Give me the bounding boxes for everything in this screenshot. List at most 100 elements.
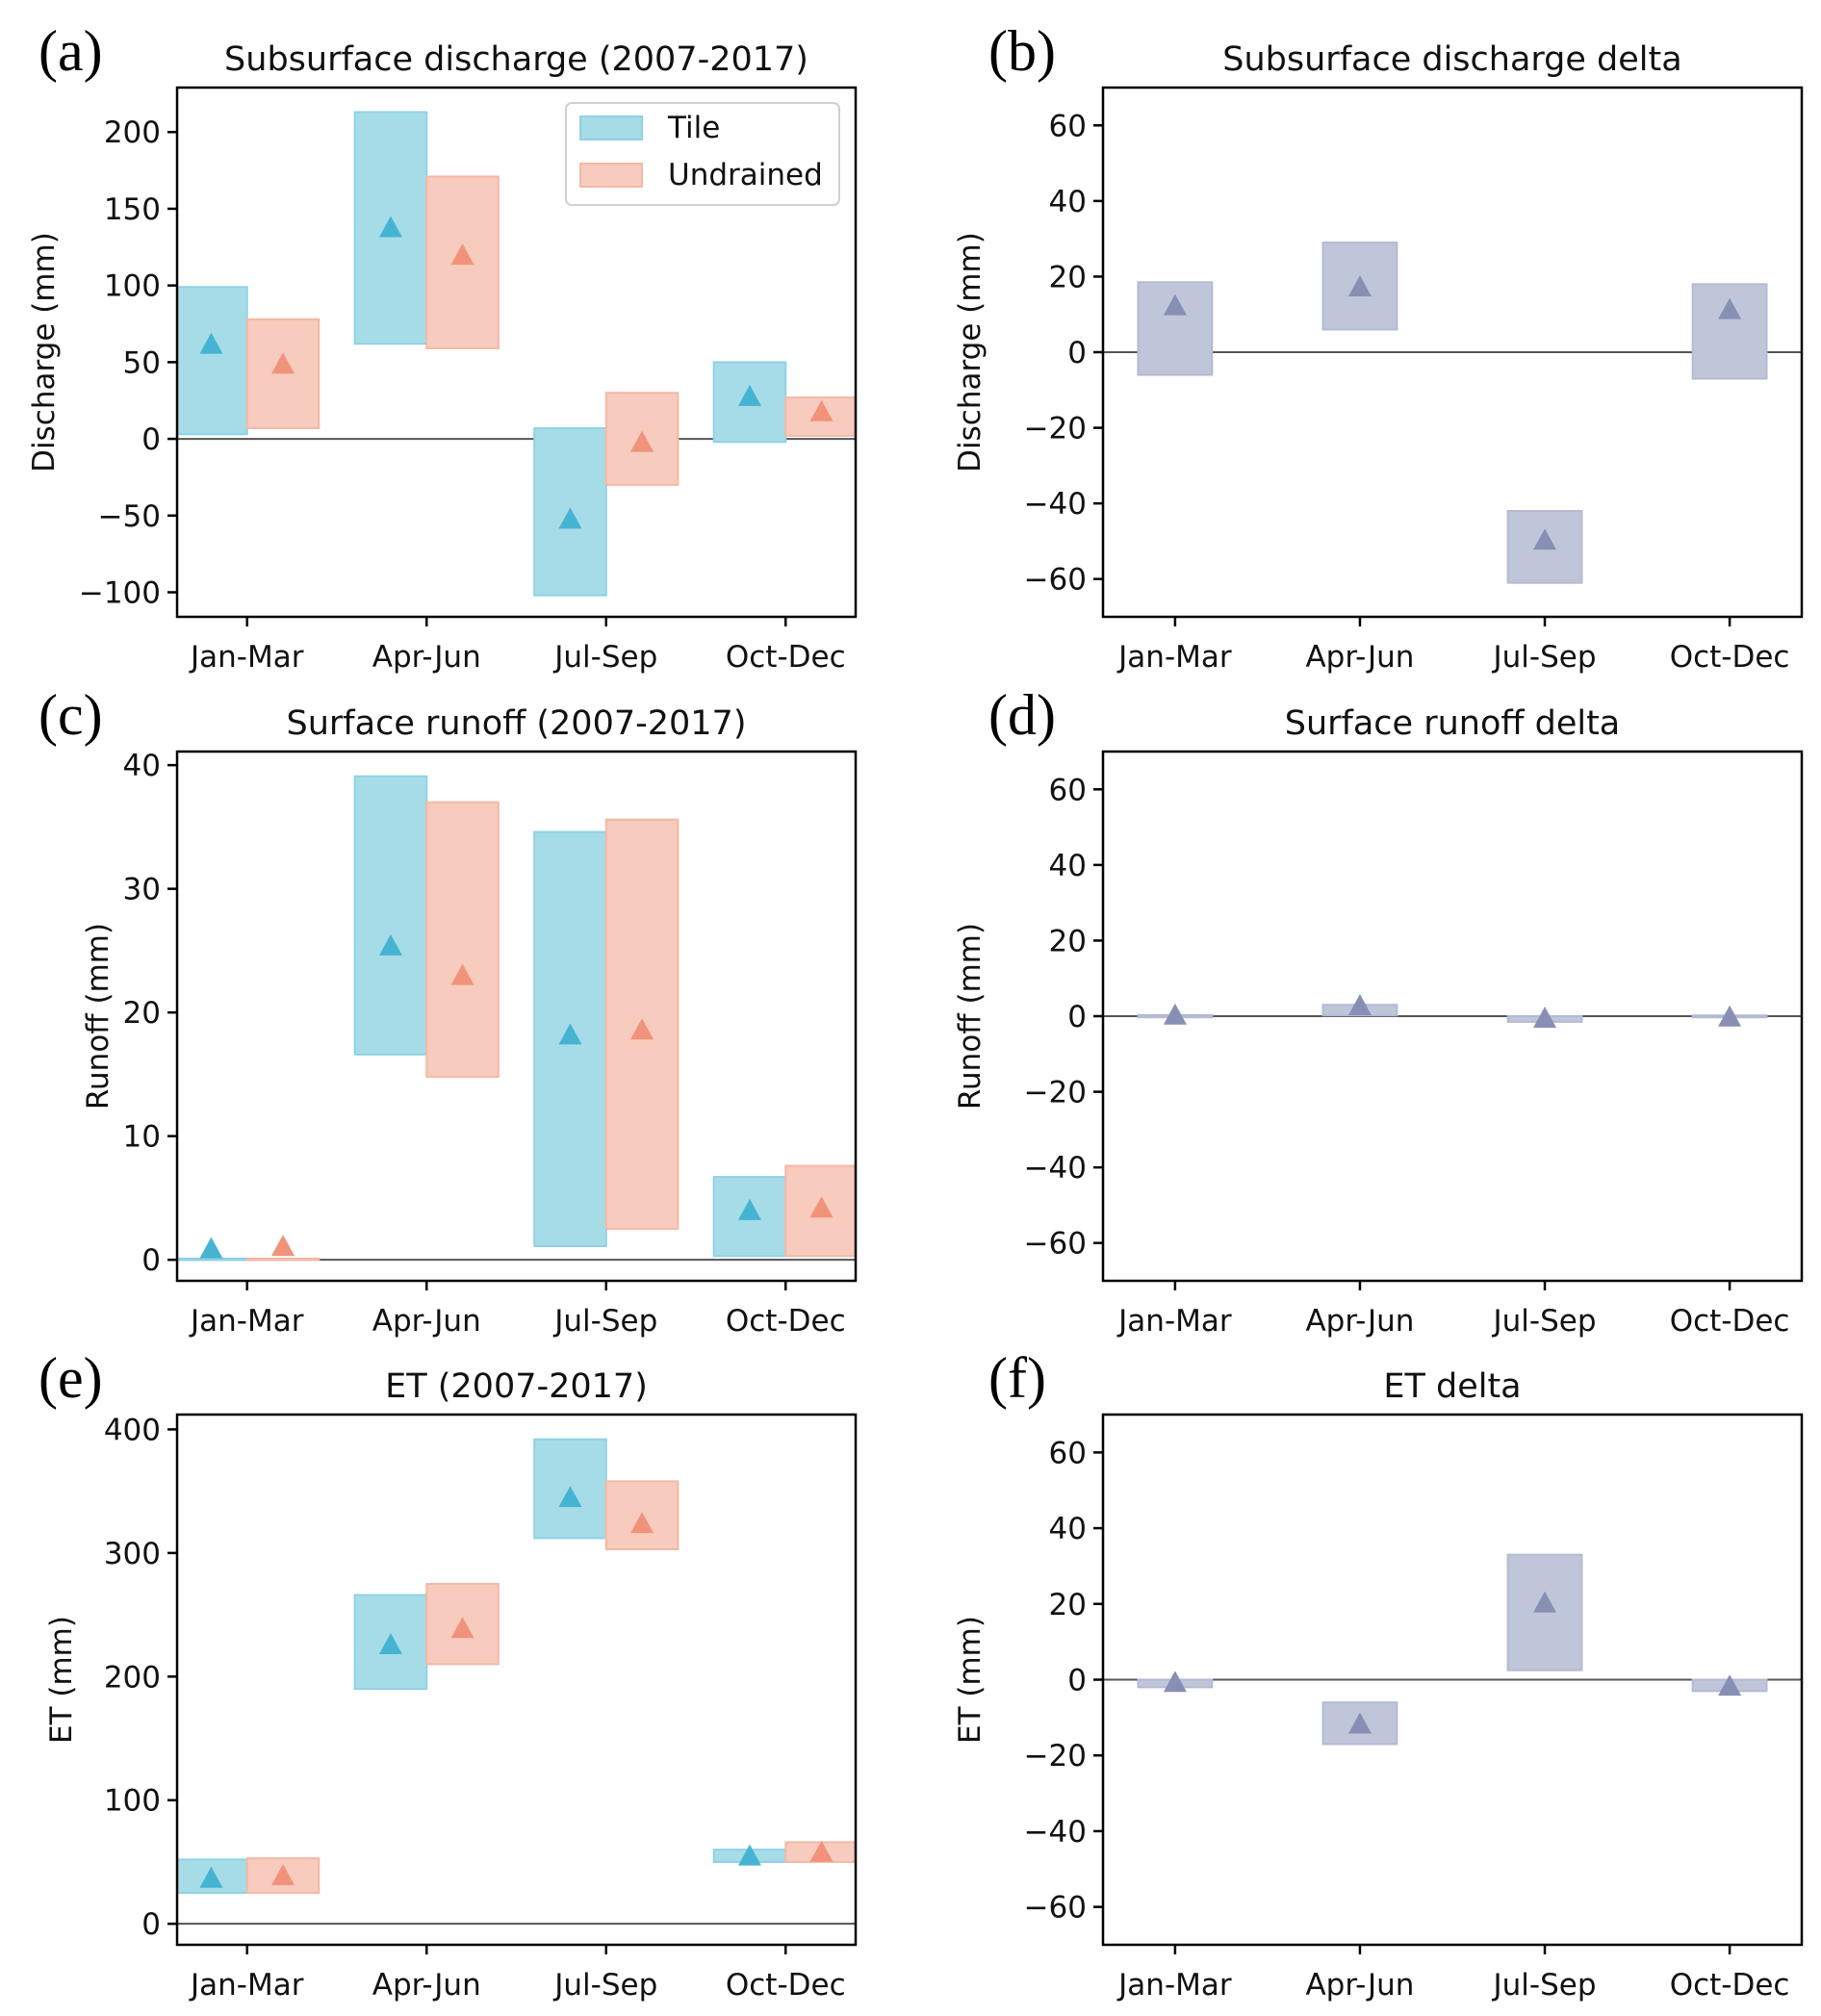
panel-title: Subsurface discharge delta [1222,40,1681,79]
x-tick-label: Oct-Dec [726,640,846,675]
mean-marker-tile-0 [199,1866,223,1888]
x-tick-label: Jul-Sep [1492,1968,1597,2003]
mean-marker-delta-0 [1163,293,1187,316]
mean-marker-undrained-0 [271,1864,295,1886]
legend-label-tile: Tile [667,111,720,145]
y-tick-label: −40 [1024,487,1087,522]
x-tick-label: Jul-Sep [552,640,657,675]
x-tick-label: Apr-Jun [1305,1968,1414,2003]
y-tick-label: 40 [123,749,161,783]
mean-marker-undrained-3 [809,1840,834,1862]
x-tick-label: Oct-Dec [1670,1968,1790,2003]
y-tick-label: −40 [1024,1815,1087,1850]
y-tick-label: −40 [1024,1151,1087,1186]
range-box-tile-1 [353,111,428,345]
y-tick-label: 50 [123,345,161,380]
panel-f: −60 −40 −20 0 20 40 60 Jan-Mar Apr-Jun Jul-Sep Oct… [953,1346,1804,2003]
mean-marker-tile-3 [737,1844,761,1866]
mean-marker-tile-2 [558,1486,582,1508]
y-tick-label: −20 [1024,1076,1087,1110]
range-box-undrained-2 [604,392,680,486]
y-axis-title: Discharge (mm) [953,232,987,472]
range-box-tile-1 [353,775,428,1056]
mean-marker-tile-0 [199,332,223,354]
y-tick-label: 100 [104,1784,161,1819]
y-tick-label: 60 [1049,773,1087,807]
mean-marker-tile-1 [378,933,402,956]
panel-title: Surface runoff delta [1285,704,1621,743]
mean-marker-tile-3 [737,384,761,406]
mean-marker-delta-0 [1163,1671,1187,1693]
x-tick-label: Jan-Mar [189,1304,304,1339]
x-tick-label: Jul-Sep [1492,1304,1597,1339]
y-tick-label: −60 [1024,1227,1087,1262]
mean-marker-delta-1 [1347,275,1372,297]
y-tick-label: 0 [1067,1000,1087,1034]
mean-marker-undrained-3 [809,1196,834,1218]
plot-area [1103,1553,1802,1746]
y-tick-label: 10 [123,1120,161,1155]
mean-marker-delta-2 [1533,528,1557,550]
range-box-delta-2 [1506,1553,1583,1671]
plot-area [1103,242,1802,584]
mean-marker-tile-2 [558,507,582,529]
panel-letter: (d) [988,683,1056,747]
x-tick-label: Jan-Mar [189,1968,304,2003]
y-tick-label: 200 [104,1660,161,1695]
panel-e: 0 100 200 300 400 Jan-Mar Apr-Jun Jul-Sep Oct-De… [38,1346,858,2003]
mean-marker-undrained-2 [630,430,654,452]
range-box-tile-0 [177,1257,248,1262]
y-tick-label: 40 [1049,1512,1087,1546]
plot-area [177,1438,856,1926]
x-tick-label: Apr-Jun [1305,640,1414,675]
panel-letter: (a) [38,19,103,83]
y-axis-title: Discharge (mm) [27,232,62,472]
mean-marker-undrained-2 [630,1512,654,1534]
y-tick-label: 20 [123,996,161,1031]
x-tick-label: Oct-Dec [726,1304,846,1339]
x-tick-label: Apr-Jun [372,1304,481,1339]
panel-b: −60 −40 −20 0 20 40 60 Jan-Mar Apr-Jun Jul-Sep Oct… [953,19,1804,675]
y-tick-label: 100 [104,269,161,304]
range-box-undrained-1 [425,801,500,1078]
legend-label-undrained: Undrained [668,158,823,192]
legend: Tile Undrained [565,102,840,206]
mean-marker-tile-1 [378,1632,402,1654]
y-axis-title: ET (mm) [44,1616,79,1744]
mean-marker-undrained-2 [630,1018,654,1040]
x-tick-label: Jul-Sep [1492,640,1597,675]
panel-title: Subsurface discharge (2007-2017) [224,40,808,79]
plot-area [1103,993,1802,1028]
mean-marker-tile-2 [558,1023,582,1045]
plot-area [177,775,856,1262]
x-tick-label: Jan-Mar [1116,640,1232,675]
y-tick-label: 60 [1049,1436,1087,1470]
mean-marker-undrained-1 [450,963,474,985]
mean-marker-delta-3 [1718,297,1742,319]
x-tick-label: Jan-Mar [189,640,304,675]
y-tick-label: −100 [79,575,161,610]
y-tick-label: −60 [1024,1891,1087,1926]
mean-marker-delta-1 [1347,1712,1372,1734]
panel-letter: (f) [988,1346,1046,1410]
y-tick-label: 400 [104,1413,161,1447]
y-tick-label: −20 [1024,1739,1087,1774]
y-tick-label: 20 [1049,1588,1087,1622]
y-tick-label: −60 [1024,563,1087,598]
x-tick-label: Jul-Sep [552,1968,657,2003]
mean-marker-delta-1 [1347,993,1372,1015]
y-tick-label: 20 [1049,924,1087,958]
y-axis-title: ET (mm) [953,1616,987,1744]
y-axis-title: Runoff (mm) [81,923,115,1110]
mean-marker-delta-0 [1163,1003,1187,1025]
x-tick-label: Oct-Dec [726,1968,846,2003]
mean-marker-undrained-0 [271,1235,295,1257]
panel-c: 0 10 20 30 40 Jan-Mar Apr-Jun Jul-Sep Oct-Dec Run… [38,683,858,1339]
x-tick-label: Apr-Jun [372,1968,481,2003]
axes-frame [175,86,858,619]
range-box-tile-3 [712,1176,787,1258]
range-box-tile-0 [177,286,248,436]
x-tick-label: Jan-Mar [1116,1304,1232,1339]
mean-marker-undrained-3 [809,399,834,421]
